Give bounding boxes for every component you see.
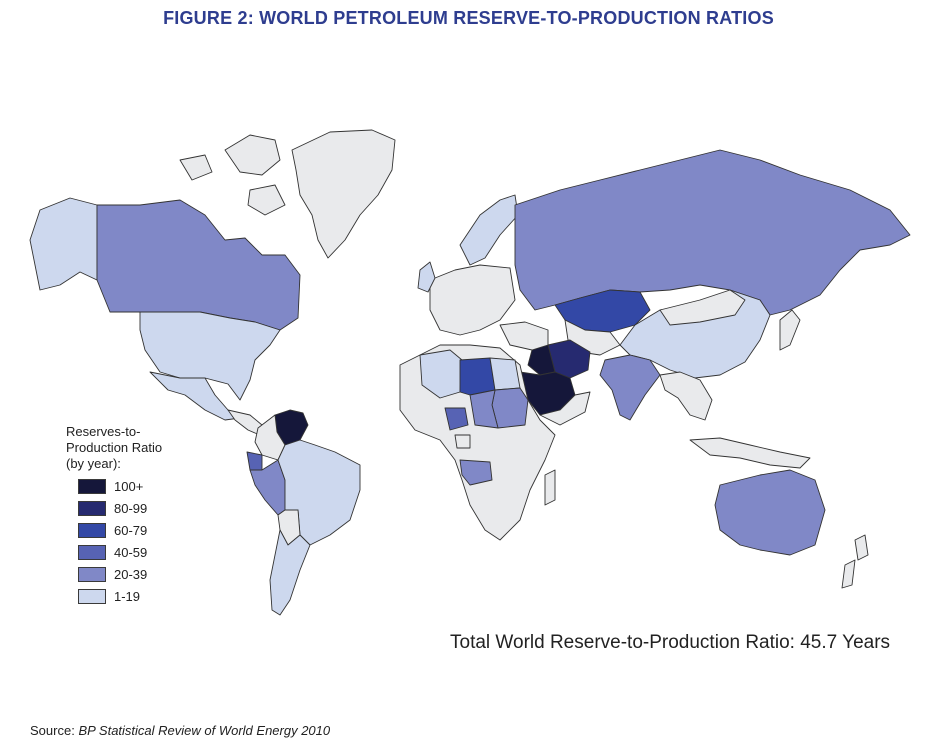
region-russia (514, 149, 911, 316)
source-note: Source: BP Statistical Review of World E… (30, 723, 330, 738)
region-australia (714, 469, 826, 556)
source-title: BP Statistical Review of World Energy 20… (78, 723, 331, 738)
legend-label: 40-59 (114, 544, 148, 560)
legend-swatch (78, 544, 106, 560)
region-ecuador (246, 451, 263, 471)
region-india (599, 354, 661, 421)
map-title: FIGURE 2: WORLD PETROLEUM RESERVE-TO-PRO… (163, 8, 774, 28)
region-chad (469, 389, 499, 429)
region-turkey (499, 321, 549, 351)
region-canada (96, 199, 301, 331)
region-brazil (277, 439, 361, 546)
legend-title-line: Reserves-to- (66, 424, 141, 439)
legend-item: 100+ (66, 478, 216, 494)
region-argentina (269, 529, 311, 616)
legend-label: 20-39 (114, 566, 148, 582)
legend: Reserves-to- Production Ratio (by year):… (66, 424, 216, 604)
legend-item: 40-59 (66, 544, 216, 560)
region-greenland (291, 129, 396, 259)
region-indonesia (689, 437, 811, 469)
region-madagascar (544, 469, 556, 506)
source-prefix: Source: (30, 723, 75, 738)
region-japan (779, 309, 801, 351)
region-nigeria (444, 407, 469, 431)
legend-swatch (78, 500, 106, 516)
region-europe (429, 264, 516, 336)
region-usa (139, 311, 281, 401)
region-norway (459, 194, 519, 266)
region-uk (417, 261, 436, 293)
region-gabon (454, 434, 471, 449)
region-angola (459, 459, 493, 486)
region-libya (459, 357, 496, 396)
legend-title: Reserves-to- Production Ratio (by year): (66, 424, 216, 472)
region-new-zealand (841, 534, 869, 589)
legend-swatch (78, 478, 106, 494)
legend-label: 1-19 (114, 588, 141, 604)
legend-swatch (78, 588, 106, 604)
region-sudan (491, 387, 529, 429)
legend-label: 60-79 (114, 522, 148, 538)
legend-title-line: (by year): (66, 456, 121, 471)
legend-item: 60-79 (66, 522, 216, 538)
legend-swatch (78, 522, 106, 538)
region-mongolia (659, 289, 746, 326)
legend-title-line: Production Ratio (66, 440, 163, 455)
total-ratio-text: Total World Reserve-to-Production Ratio:… (450, 632, 891, 653)
legend-label: 100+ (114, 478, 144, 494)
region-alaska (29, 197, 98, 291)
region-arctic-islands (179, 134, 286, 216)
legend-item: 1-19 (66, 588, 216, 604)
legend-item: 80-99 (66, 500, 216, 516)
region-egypt (489, 357, 521, 391)
legend-label: 80-99 (114, 500, 148, 516)
region-arabia-south (539, 391, 591, 426)
legend-swatch (78, 566, 106, 582)
legend-item: 20-39 (66, 566, 216, 582)
region-se-asia (659, 371, 713, 421)
